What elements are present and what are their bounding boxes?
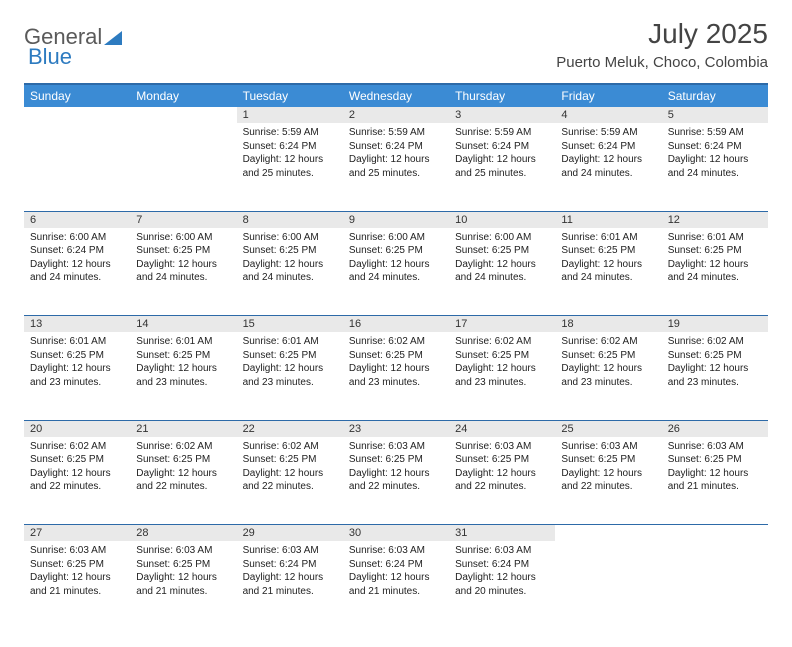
detail-row: Sunrise: 5:59 AMSunset: 6:24 PMDaylight:… (24, 123, 768, 211)
day-number-cell: 9 (343, 211, 449, 228)
logo-blue-text: Blue (28, 44, 72, 70)
day-number-cell: 8 (237, 211, 343, 228)
day-number-cell: 24 (449, 420, 555, 437)
day-number-cell: 11 (555, 211, 661, 228)
day-detail-cell: Sunrise: 6:03 AMSunset: 6:25 PMDaylight:… (343, 437, 449, 525)
day-number-cell: 2 (343, 107, 449, 123)
day-detail-cell: Sunrise: 6:01 AMSunset: 6:25 PMDaylight:… (662, 228, 768, 316)
day-number-cell: 13 (24, 316, 130, 333)
month-title: July 2025 (556, 18, 768, 50)
day-number-cell: 4 (555, 107, 661, 123)
day-detail-cell: Sunrise: 6:02 AMSunset: 6:25 PMDaylight:… (449, 332, 555, 420)
day-detail-cell: Sunrise: 6:02 AMSunset: 6:25 PMDaylight:… (130, 437, 236, 525)
weekday-header-row: Sunday Monday Tuesday Wednesday Thursday… (24, 84, 768, 107)
day-detail-cell: Sunrise: 6:02 AMSunset: 6:25 PMDaylight:… (237, 437, 343, 525)
day-detail-cell: Sunrise: 6:03 AMSunset: 6:25 PMDaylight:… (662, 437, 768, 525)
day-number-cell (555, 525, 661, 542)
detail-row: Sunrise: 6:03 AMSunset: 6:25 PMDaylight:… (24, 541, 768, 629)
logo-triangle-icon (104, 29, 122, 45)
day-detail-cell: Sunrise: 5:59 AMSunset: 6:24 PMDaylight:… (449, 123, 555, 211)
page-header: General July 2025 Puerto Meluk, Choco, C… (24, 18, 768, 71)
day-detail-cell: Sunrise: 6:02 AMSunset: 6:25 PMDaylight:… (24, 437, 130, 525)
day-number-cell: 23 (343, 420, 449, 437)
day-number-cell: 12 (662, 211, 768, 228)
day-detail-cell: Sunrise: 6:03 AMSunset: 6:25 PMDaylight:… (555, 437, 661, 525)
day-number-cell: 27 (24, 525, 130, 542)
day-detail-cell: Sunrise: 6:00 AMSunset: 6:24 PMDaylight:… (24, 228, 130, 316)
day-detail-cell: Sunrise: 6:01 AMSunset: 6:25 PMDaylight:… (555, 228, 661, 316)
day-number-cell: 3 (449, 107, 555, 123)
day-detail-cell (555, 541, 661, 629)
day-number-cell: 26 (662, 420, 768, 437)
day-number-cell: 21 (130, 420, 236, 437)
day-detail-cell: Sunrise: 6:00 AMSunset: 6:25 PMDaylight:… (449, 228, 555, 316)
weekday-header: Sunday (24, 84, 130, 107)
daynum-row: 20212223242526 (24, 420, 768, 437)
detail-row: Sunrise: 6:02 AMSunset: 6:25 PMDaylight:… (24, 437, 768, 525)
day-detail-cell (130, 123, 236, 211)
day-detail-cell: Sunrise: 5:59 AMSunset: 6:24 PMDaylight:… (555, 123, 661, 211)
day-number-cell: 22 (237, 420, 343, 437)
day-detail-cell: Sunrise: 6:01 AMSunset: 6:25 PMDaylight:… (237, 332, 343, 420)
day-detail-cell: Sunrise: 6:03 AMSunset: 6:25 PMDaylight:… (130, 541, 236, 629)
day-detail-cell: Sunrise: 6:01 AMSunset: 6:25 PMDaylight:… (130, 332, 236, 420)
day-detail-cell: Sunrise: 5:59 AMSunset: 6:24 PMDaylight:… (343, 123, 449, 211)
day-detail-cell: Sunrise: 6:00 AMSunset: 6:25 PMDaylight:… (343, 228, 449, 316)
day-number-cell: 14 (130, 316, 236, 333)
weekday-header: Monday (130, 84, 236, 107)
day-number-cell (662, 525, 768, 542)
daynum-row: 6789101112 (24, 211, 768, 228)
day-number-cell: 16 (343, 316, 449, 333)
day-number-cell: 19 (662, 316, 768, 333)
day-number-cell: 15 (237, 316, 343, 333)
day-detail-cell: Sunrise: 6:03 AMSunset: 6:25 PMDaylight:… (24, 541, 130, 629)
day-detail-cell: Sunrise: 5:59 AMSunset: 6:24 PMDaylight:… (237, 123, 343, 211)
day-number-cell: 31 (449, 525, 555, 542)
day-detail-cell: Sunrise: 5:59 AMSunset: 6:24 PMDaylight:… (662, 123, 768, 211)
day-detail-cell: Sunrise: 6:03 AMSunset: 6:25 PMDaylight:… (449, 437, 555, 525)
day-number-cell (24, 107, 130, 123)
day-detail-cell: Sunrise: 6:00 AMSunset: 6:25 PMDaylight:… (237, 228, 343, 316)
weekday-header: Friday (555, 84, 661, 107)
day-number-cell: 1 (237, 107, 343, 123)
day-number-cell: 6 (24, 211, 130, 228)
day-detail-cell: Sunrise: 6:01 AMSunset: 6:25 PMDaylight:… (24, 332, 130, 420)
daynum-row: 2728293031 (24, 525, 768, 542)
day-number-cell: 20 (24, 420, 130, 437)
day-detail-cell (662, 541, 768, 629)
day-detail-cell: Sunrise: 6:02 AMSunset: 6:25 PMDaylight:… (343, 332, 449, 420)
day-detail-cell: Sunrise: 6:03 AMSunset: 6:24 PMDaylight:… (343, 541, 449, 629)
location-text: Puerto Meluk, Choco, Colombia (556, 54, 768, 71)
day-detail-cell: Sunrise: 6:03 AMSunset: 6:24 PMDaylight:… (449, 541, 555, 629)
weekday-header: Tuesday (237, 84, 343, 107)
day-number-cell: 17 (449, 316, 555, 333)
weekday-header: Saturday (662, 84, 768, 107)
day-number-cell: 5 (662, 107, 768, 123)
day-detail-cell: Sunrise: 6:02 AMSunset: 6:25 PMDaylight:… (662, 332, 768, 420)
day-number-cell: 10 (449, 211, 555, 228)
day-number-cell: 29 (237, 525, 343, 542)
day-number-cell (130, 107, 236, 123)
day-number-cell: 28 (130, 525, 236, 542)
detail-row: Sunrise: 6:01 AMSunset: 6:25 PMDaylight:… (24, 332, 768, 420)
day-number-cell: 7 (130, 211, 236, 228)
weekday-header: Wednesday (343, 84, 449, 107)
day-number-cell: 25 (555, 420, 661, 437)
calendar-table: Sunday Monday Tuesday Wednesday Thursday… (24, 83, 768, 629)
day-detail-cell (24, 123, 130, 211)
day-number-cell: 30 (343, 525, 449, 542)
detail-row: Sunrise: 6:00 AMSunset: 6:24 PMDaylight:… (24, 228, 768, 316)
daynum-row: 13141516171819 (24, 316, 768, 333)
day-detail-cell: Sunrise: 6:03 AMSunset: 6:24 PMDaylight:… (237, 541, 343, 629)
day-number-cell: 18 (555, 316, 661, 333)
day-detail-cell: Sunrise: 6:02 AMSunset: 6:25 PMDaylight:… (555, 332, 661, 420)
daynum-row: 12345 (24, 107, 768, 123)
weekday-header: Thursday (449, 84, 555, 107)
day-detail-cell: Sunrise: 6:00 AMSunset: 6:25 PMDaylight:… (130, 228, 236, 316)
